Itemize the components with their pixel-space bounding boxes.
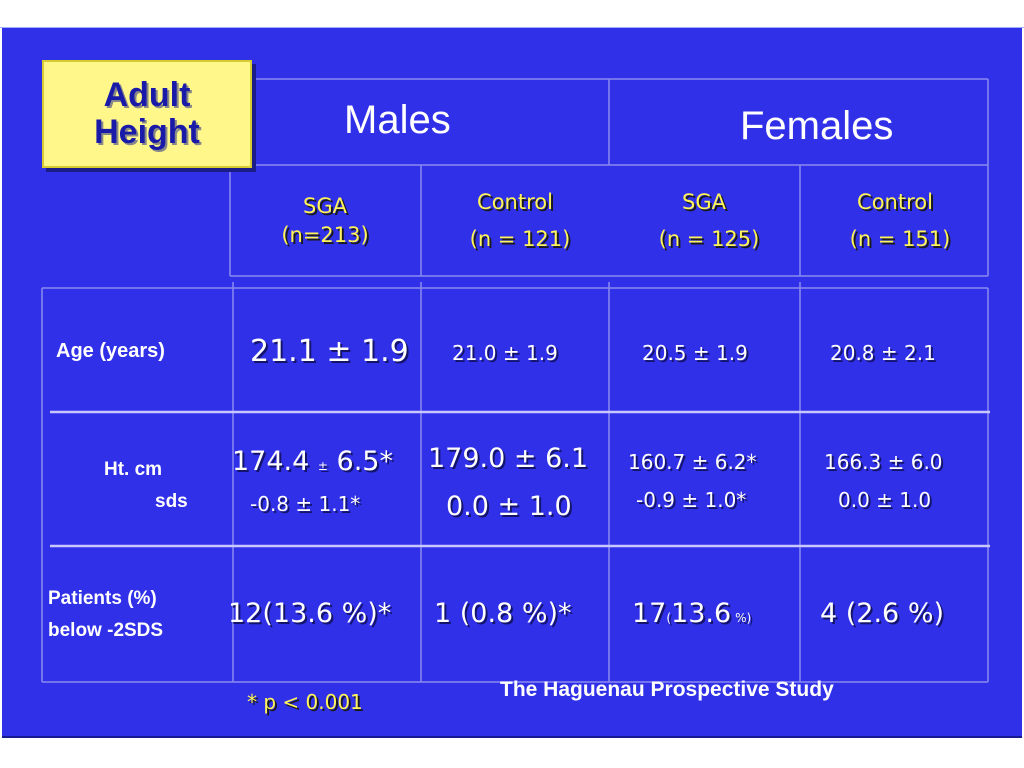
height-sds-females-sga: -0.9 ± 1.0*: [636, 488, 747, 512]
row-label-height-cm: Ht. cm: [104, 459, 163, 480]
height-cm-sd: 6.5*: [336, 446, 393, 477]
title-line-2: Height: [94, 113, 200, 151]
age-males-sga: 21.1 ± 1.9: [250, 334, 409, 369]
column-header-line-1: Control: [477, 190, 553, 214]
age-females-sga: 20.5 ± 1.9: [642, 341, 748, 365]
top-border-line: [0, 27, 1024, 28]
patients-males-control: 1 (0.8 %)*: [434, 598, 572, 629]
height-sds-males-sga: -0.8 ± 1.1*: [250, 492, 361, 516]
patients-females-sga: 17(13.6%): [632, 598, 751, 629]
adult-height-label-box: Adult Height: [42, 60, 252, 168]
patients-males-sga: 12(13.6 %)*: [228, 598, 392, 629]
row-label-below-2sds: below -2SDS: [48, 620, 164, 641]
height-cm-males-control: 179.0 ± 6.1: [428, 443, 589, 474]
patients-females-control: 4 (2.6 %): [820, 598, 945, 629]
row-label-height-sds: sds: [155, 491, 188, 512]
patients-count: 17: [632, 598, 667, 629]
title-line-1: Adult: [103, 76, 191, 114]
column-header-line-1: SGA: [303, 194, 347, 218]
height-sds-females-control: 0.0 ± 1.0: [838, 488, 932, 512]
height-cm-males-sga: 174.4 ± 6.5*: [232, 446, 393, 477]
height-cm-mean: 174.4: [232, 446, 310, 477]
height-sds-males-control: 0.0 ± 1.0: [446, 491, 572, 522]
column-header-females-sga: SGA (n = 125): [614, 184, 794, 258]
males-header: Males: [344, 98, 451, 142]
column-header-females-control: Control (n = 151): [805, 184, 985, 258]
column-header-line-2: (n=213): [281, 223, 369, 247]
column-header-line-2: (n = 121): [469, 227, 571, 251]
height-cm-females-control: 166.3 ± 6.0: [824, 450, 943, 474]
age-males-control: 21.0 ± 1.9: [452, 341, 558, 365]
females-header: Females: [740, 104, 894, 148]
patients-percent: 13.6: [671, 598, 732, 629]
column-header-line-1: SGA: [682, 190, 726, 214]
study-source: The Haguenau Prospective Study: [500, 678, 834, 701]
height-cm-females-sga: 160.7 ± 6.2*: [628, 450, 757, 474]
column-header-line-2: (n = 125): [658, 227, 760, 251]
age-females-control: 20.8 ± 2.1: [830, 341, 936, 365]
row-label-patients: Patients (%): [48, 588, 157, 609]
plus-minus-symbol: ±: [317, 459, 328, 473]
column-header-males-control: Control (n = 121): [425, 184, 605, 258]
footnote-significance: * p < 0.001: [247, 690, 363, 714]
column-header-males-sga: SGA (n=213): [240, 188, 410, 254]
percent-close: %): [735, 611, 752, 625]
row-label-age: Age (years): [56, 340, 165, 362]
open-paren: (: [666, 611, 672, 625]
column-header-line-1: Control: [857, 190, 933, 214]
column-header-line-2: (n = 151): [849, 227, 951, 251]
